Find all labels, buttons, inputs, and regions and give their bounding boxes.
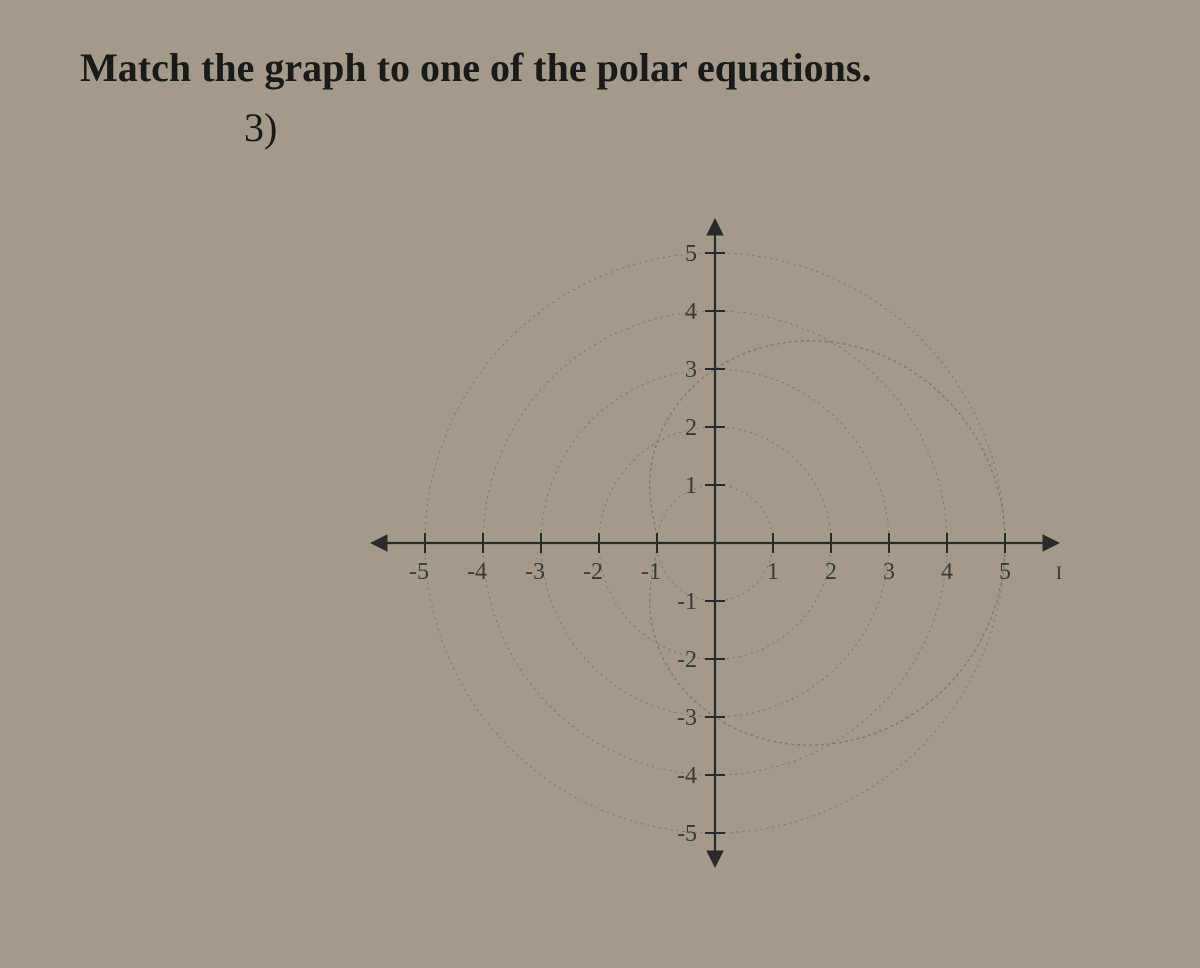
y-tick-label: 2 <box>685 415 697 441</box>
axis-marker-I: I <box>1056 563 1062 584</box>
x-tick-label: 3 <box>883 559 895 585</box>
y-tick-label: 4 <box>685 299 697 325</box>
x-tick-label: 2 <box>825 559 837 585</box>
x-tick-label: 1 <box>767 559 779 585</box>
y-tick-label: -4 <box>677 763 697 789</box>
y-tick-label: -5 <box>677 821 697 847</box>
x-tick-label: -5 <box>409 559 429 585</box>
x-tick-label: -4 <box>467 559 487 585</box>
y-tick-label: -1 <box>677 589 697 615</box>
y-tick-label: 5 <box>685 241 697 267</box>
polar-plot-svg: -5 -4 -3 -2 -1 1 2 3 4 5 I 5 4 3 2 1 -1 -2 -3 -4 -5 <box>330 158 1100 928</box>
x-tick-label: -3 <box>525 559 545 585</box>
x-tick-label: -2 <box>583 559 603 585</box>
instruction-text: Match the graph to one of the polar equa… <box>80 44 871 91</box>
y-tick-label: 1 <box>685 473 697 499</box>
x-tick-label: 5 <box>999 559 1011 585</box>
x-tick-label: -1 <box>641 559 661 585</box>
y-tick-label: 3 <box>685 357 697 383</box>
page: Match the graph to one of the polar equa… <box>0 0 1200 968</box>
problem-number: 3) <box>244 104 277 151</box>
y-tick-label: -3 <box>677 705 697 731</box>
plot-area: -5 -4 -3 -2 -1 1 2 3 4 5 I 5 4 3 2 1 -1 -2 -3 -4 -5 <box>330 158 1100 928</box>
x-tick-label: 4 <box>941 559 953 585</box>
y-tick-label: -2 <box>677 647 697 673</box>
